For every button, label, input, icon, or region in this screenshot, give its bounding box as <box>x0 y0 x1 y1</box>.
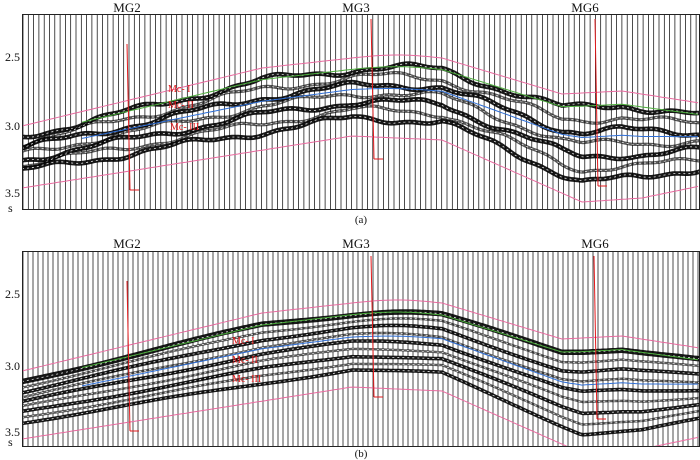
horizon-tag-2: Mc- II <box>168 100 194 111</box>
well-path-mg6 <box>594 18 607 187</box>
horizon-tag-2: Mc- II <box>232 355 258 366</box>
horizon-line-green <box>81 66 699 123</box>
y-tick-3-0: 3.0 <box>5 119 20 133</box>
y-tick-3-0: 3.0 <box>5 359 20 373</box>
seismic-panel-a: MG2 MG3 MG6 2.5 3.0 3.5 s Mc- I Mc- II Mc-… <box>0 0 700 226</box>
horizon-tag-3: Mc- III <box>232 374 261 385</box>
y-tick-2-5: 2.5 <box>5 287 20 301</box>
horizon-tag-1: Mc- I <box>168 84 191 95</box>
y-tick-3-5: 3.5 <box>5 186 20 200</box>
y-unit-label: s <box>8 201 13 215</box>
reflection-bands <box>22 309 700 437</box>
horizon-tag-1: Mc- I <box>232 336 255 347</box>
well-label-mg6: MG6 <box>571 0 599 15</box>
well-label-mg2: MG2 <box>113 0 141 15</box>
seismic-panel-b: MG2 MG3 MG6 2.5 3.0 3.5 s Mc- I Mc- II Mc-… <box>0 231 700 460</box>
seismic-section-a: Mc- I Mc- II Mc- III <box>22 14 700 210</box>
reflection-bands <box>22 61 700 183</box>
well-label-mg6: MG6 <box>581 236 609 251</box>
panel-caption-b: (b) <box>354 448 368 460</box>
lower-boundary-line <box>22 135 699 203</box>
horizon-line-blue <box>81 88 698 139</box>
well-label-mg3: MG3 <box>342 236 370 251</box>
upper-boundary-line <box>22 54 699 127</box>
well-path-mg6 <box>593 255 606 420</box>
well-label-mg2: MG2 <box>113 236 141 251</box>
y-unit-label: s <box>8 435 13 449</box>
seismic-section-b: Mc- I Mc- II Mc- III <box>22 251 700 447</box>
lower-boundary-line <box>22 386 699 447</box>
horizon-tag-3: Mc- III <box>170 122 199 133</box>
well-path-mg2 <box>126 43 139 191</box>
well-path-mg3 <box>370 255 383 398</box>
upper-boundary-line <box>22 299 699 372</box>
horizon-line-blue <box>81 335 698 387</box>
y-tick-3-5: 3.5 <box>5 425 20 439</box>
well-path-mg2 <box>126 280 139 432</box>
y-tick-2-5: 2.5 <box>5 50 20 64</box>
panel-caption-a: (a) <box>354 214 368 226</box>
well-path-mg3 <box>370 18 383 160</box>
well-label-mg3: MG3 <box>342 0 370 15</box>
